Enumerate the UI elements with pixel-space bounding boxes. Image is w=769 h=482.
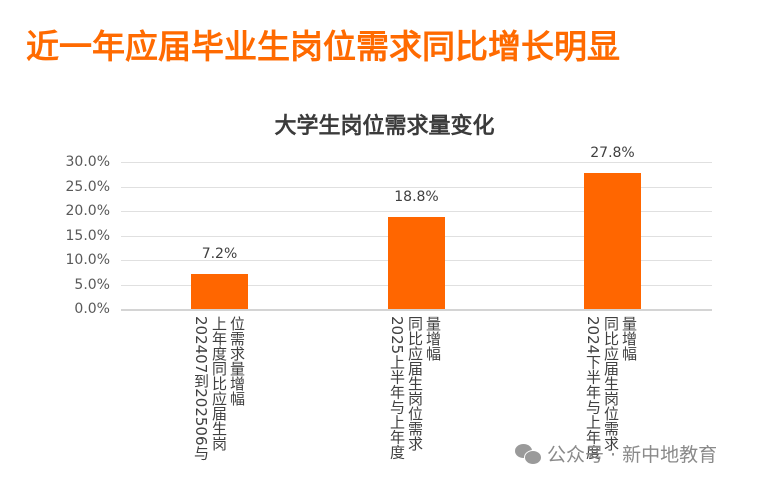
x-category-label: 202407到202506与 上年度同比应届生岗 位需求量增幅: [192, 316, 246, 461]
gridline: [121, 162, 712, 163]
chart-title: 大学生岗位需求量变化: [274, 114, 495, 139]
bar: [584, 172, 641, 309]
page-title: 近一年应届毕业生岗位需求同比增长明显: [26, 27, 620, 66]
bar-value-label: 7.2%: [201, 245, 238, 262]
y-tick-label: 15.0%: [65, 227, 110, 244]
wechat-icon: [515, 443, 542, 465]
watermark: 公众号 · 新中地教育: [515, 440, 717, 467]
gridline: [121, 186, 712, 188]
bar-value-label: 18.8%: [394, 188, 439, 205]
bar: [191, 273, 248, 309]
watermark-text: 公众号 · 新中地教育: [547, 444, 718, 466]
x-category-label: 2024下半年与上年度 同比应届生岗位需求 量增幅: [584, 316, 638, 460]
y-tick-label: 20.0%: [65, 203, 110, 219]
x-axis-line: [121, 309, 712, 311]
gridline: [121, 211, 712, 212]
y-tick-label: 30.0%: [65, 154, 110, 170]
bar-value-label: 27.8%: [590, 144, 635, 161]
plot-area: 7.2% 18.8% 27.8%: [121, 145, 712, 311]
y-tick-label: 5.0%: [74, 276, 110, 293]
x-category-label: 2025上半年与上年度 同比应届生岗位需求 量增幅: [388, 316, 442, 460]
bar: [388, 216, 445, 309]
y-tick-label: 25.0%: [65, 178, 110, 195]
y-tick-label: 10.0%: [65, 252, 110, 268]
y-tick-label: 0.0%: [74, 301, 110, 317]
